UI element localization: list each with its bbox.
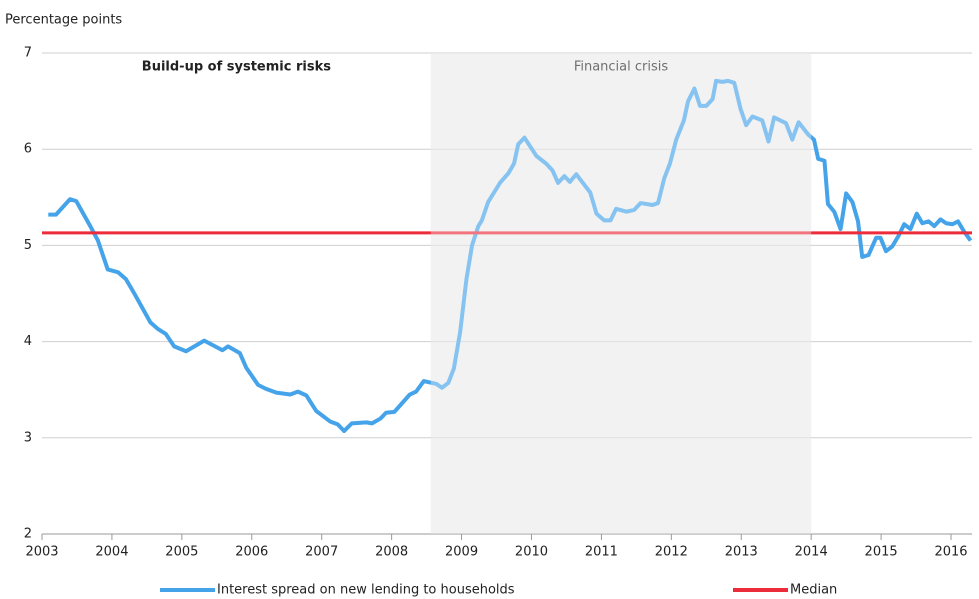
x-tick-label: 2016 [934, 545, 967, 560]
y-tick-label: 7 [24, 46, 32, 61]
x-tick-label: 2006 [235, 545, 268, 560]
y-tick-label: 4 [24, 334, 32, 349]
x-tick-label: 2008 [375, 545, 408, 560]
x-tick-label: 2003 [25, 545, 58, 560]
y-tick-label: 2 [24, 527, 32, 542]
x-tick-label: 2013 [725, 545, 758, 560]
legend-label: Median [790, 583, 837, 598]
y-tick-label: 5 [24, 238, 32, 253]
y-tick-label: 3 [24, 430, 32, 445]
x-tick-label: 2012 [655, 545, 688, 560]
y-axis-label: Percentage points [5, 13, 122, 28]
x-tick-label: 2009 [445, 545, 478, 560]
x-tick-label: 2010 [515, 545, 548, 560]
x-tick-label: 2004 [95, 545, 128, 560]
x-tick-label: 2015 [865, 545, 898, 560]
crisis-overlay [430, 53, 812, 534]
annotation: Financial crisis [574, 60, 669, 75]
annotation: Build-up of systemic risks [142, 60, 331, 75]
x-tick-label: 2005 [165, 545, 198, 560]
legend-label: Interest spread on new lending to househ… [217, 583, 515, 598]
crisis-region [430, 53, 812, 534]
series-line [48, 78, 973, 434]
y-tick-label: 6 [24, 142, 32, 157]
x-tick-label: 2014 [795, 545, 828, 560]
x-tick-label: 2007 [305, 545, 338, 560]
x-tick-label: 2011 [585, 545, 618, 560]
